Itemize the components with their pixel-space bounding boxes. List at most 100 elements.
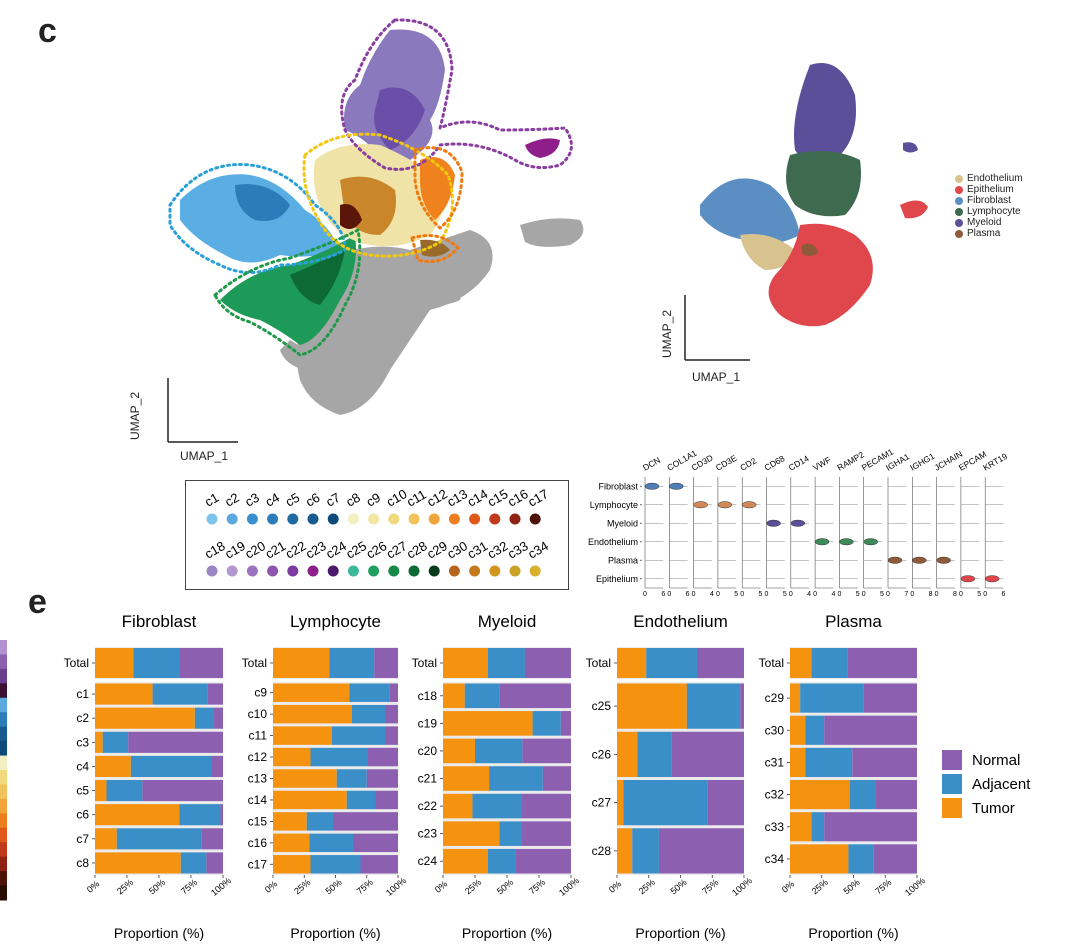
violin-shape [839,538,854,546]
bar-segment-tumor [617,683,687,729]
bar-chart-title: Myeloid [478,612,537,631]
bar-segment-tumor [95,707,195,729]
violin-tick-label: 0 [692,591,696,598]
violin-tick-label: 6 [1002,591,1006,598]
celltype-legend-item: Myeloid [955,217,1023,228]
cluster-dot-icon [287,565,299,577]
violin-row-label: Myeloid [607,518,638,528]
left-color-strip-cell [0,640,7,655]
umap-purple-cells [344,29,560,165]
bar-category-label: c7 [76,832,89,846]
bar-category-label: c17 [248,857,268,871]
cluster-legend-label: c6 [303,490,322,510]
bar-x-tick-label: 100% [903,875,927,897]
violin-shape [717,501,733,509]
bar-x-tick-label: 100% [730,875,754,897]
bar-legend-label: Normal [972,752,1020,769]
cluster-dot-icon [469,565,481,577]
bar-category-label: c12 [248,750,268,764]
violin-tick-label: 5 [783,591,787,598]
bar-segment-tumor [273,648,330,678]
violin-row-label: Endothelium [588,537,638,547]
cluster-dot-icon [489,565,501,577]
left-color-strip-cell [0,798,7,814]
bar-segment-normal [360,855,398,874]
bar-segment-adjacent [331,726,386,745]
bar-segment-normal [214,707,223,729]
bar-category-label: c24 [418,854,438,868]
umap-myeloid-region [794,63,856,180]
bar-segment-normal [374,648,398,678]
proportion-bar-charts: Fibroblast Total c1 c2 c3 c4 c5 c6 c7 c8 0% 25% 50% 7… [0,612,1031,941]
celltype-legend-item: Endothelium [955,173,1023,184]
bar-category-label: c16 [248,836,268,850]
bar-category-label: c3 [76,735,89,749]
cluster-dot-icon [448,565,460,577]
violin-tick-label: 7 [904,591,908,598]
violin-tick-label: 5 [734,591,738,598]
left-color-strip-cell [0,813,7,829]
violin-gene-label: IGHG1 [908,451,936,473]
violin-tick-label: 0 [935,591,939,598]
bar-segment-normal [220,804,223,826]
celltype-legend-item: Fibroblast [955,195,1023,206]
bar-x-axis-title: Proportion (%) [808,925,898,941]
cluster-dot-icon [287,513,299,525]
violin-tick-label: 0 [886,591,890,598]
bar-x-tick-label: 75% [873,877,893,896]
cluster-dot-icon [226,565,238,577]
cluster-dot-icon [347,513,359,525]
umap-myeloid-island [903,142,918,153]
violin-gene-label: CD3E [714,453,739,473]
violin-tick-label: 0 [789,591,793,598]
bar-category-label: c4 [76,759,89,773]
bar-category-label: c8 [76,856,89,870]
cluster-dot-icon [246,513,258,525]
bar-legend-swatch [942,750,962,770]
bar-category-label: c33 [765,820,785,834]
bar-segment-normal [824,812,917,842]
violin-tick-label: 8 [929,591,933,598]
bar-segment-tumor [790,747,806,777]
bar-segment-normal [128,731,223,753]
bar-segment-normal [206,852,223,874]
bar-segment-tumor [273,855,311,874]
bar-segment-adjacent [351,704,386,724]
violin-tick-label: 4 [831,591,835,598]
bar-segment-tumor [273,790,347,810]
bar-category-label: Total [242,656,267,670]
bar-segment-adjacent [336,769,367,788]
bar-segment-adjacent [346,790,376,810]
bar-x-tick-label: 75% [179,877,199,896]
violin-tick-label: 0 [740,591,744,598]
bar-segment-adjacent [637,731,672,777]
bar-segment-tumor [273,812,307,831]
bar-segment-adjacent [805,747,853,777]
bar-category-label: c21 [418,772,438,786]
bar-x-tick-label: 0% [433,879,449,895]
violin-row-label: Lymphocyte [590,500,638,510]
celltype-legend-label: Endothelium [967,173,1023,184]
bar-x-tick-label: 50% [495,877,515,896]
bar-segment-normal [179,648,223,678]
violin-tick-label: 8 [953,591,957,598]
bar-x-tick-label: 0% [607,879,623,895]
bar-segment-normal [375,790,398,810]
bar-segment-tumor [617,648,647,678]
violin-tick-label: 4 [807,591,811,598]
bar-segment-tumor [790,812,812,842]
cluster-legend-label: c5 [283,490,302,510]
bar-segment-tumor [273,833,310,853]
bar-segment-normal [524,648,571,678]
cluster-legend-label: c8 [343,490,362,510]
cluster-dot-icon [509,513,521,525]
cluster-legend-box: c1 c2 c3 c4 c5 c6 c7 c8 c9 c10 c11 c12 c13 c14 c15 c16 c… [185,480,569,590]
cluster-dot-icon [469,513,481,525]
violin-tick-label: 0 [643,591,647,598]
bar-segment-tumor [443,821,500,846]
bar-category-label: c31 [765,755,785,769]
bar-segment-normal [499,683,571,709]
bar-x-tick-label: 0% [780,879,796,895]
bar-legend-swatch [942,774,962,794]
cluster-dot-icon [408,565,420,577]
